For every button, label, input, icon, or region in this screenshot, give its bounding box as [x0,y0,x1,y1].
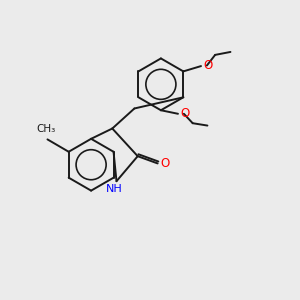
Text: O: O [180,107,190,120]
Text: O: O [203,59,213,72]
Text: CH₃: CH₃ [36,124,56,134]
Text: O: O [160,157,170,170]
Text: NH: NH [106,184,122,194]
